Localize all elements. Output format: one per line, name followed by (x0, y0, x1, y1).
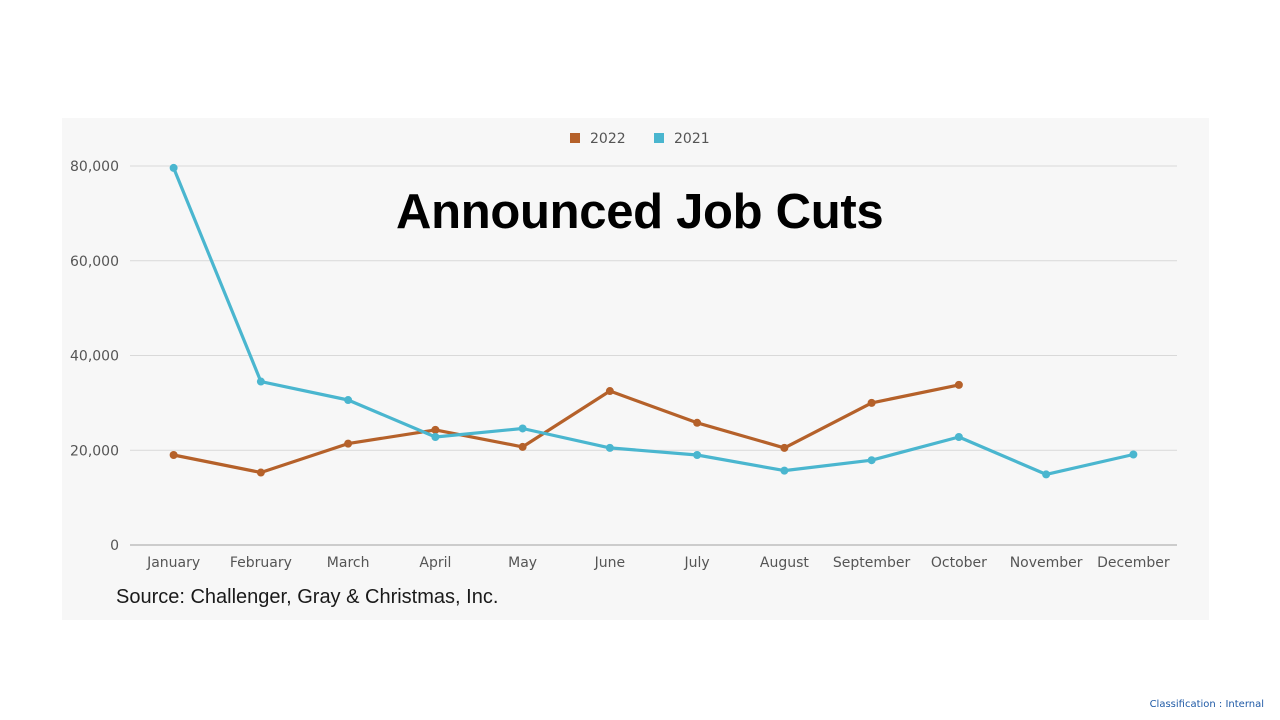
x-tick-label: March (327, 555, 370, 571)
x-tick-label: June (594, 555, 626, 571)
x-tick-label: December (1097, 555, 1170, 571)
x-tick-label: July (684, 555, 710, 571)
y-tick-label: 40,000 (70, 349, 119, 365)
x-tick-label: January (146, 555, 200, 571)
y-tick-label: 20,000 (70, 443, 119, 459)
x-tick-label: April (419, 555, 451, 571)
data-point-2022 (431, 425, 440, 434)
data-point-2021 (1042, 470, 1051, 479)
series-line-2022 (172, 383, 961, 475)
x-tick-label: October (931, 555, 987, 571)
legend-swatch (570, 133, 580, 143)
y-tick-label: 80,000 (70, 159, 119, 175)
data-point-2022 (344, 439, 353, 448)
chart-title: Announced Job Cuts (396, 185, 884, 239)
data-point-2021 (780, 466, 789, 475)
legend-label: 2022 (590, 131, 626, 147)
data-point-2022 (169, 450, 178, 459)
series-line-2021 (172, 166, 1136, 476)
data-point-2022 (780, 443, 789, 452)
data-point-2021 (518, 424, 527, 433)
y-tick-label: 0 (110, 538, 119, 554)
data-point-2021 (867, 456, 876, 465)
data-point-2022 (256, 468, 265, 477)
data-point-2022 (867, 398, 876, 407)
y-tick-label: 60,000 (70, 254, 119, 270)
data-point-2021 (344, 396, 353, 405)
data-point-2021 (954, 432, 963, 441)
chart-panel (62, 118, 1209, 620)
legend-label: 2021 (674, 131, 710, 147)
data-point-2022 (954, 380, 963, 389)
x-tick-label: May (508, 555, 537, 571)
x-tick-label: February (230, 555, 292, 571)
data-point-2022 (605, 387, 614, 396)
data-point-2022 (693, 418, 702, 427)
classification-label: Classification : Internal (1149, 699, 1264, 710)
legend-swatch (654, 133, 664, 143)
data-point-2022 (518, 442, 527, 451)
x-tick-label: November (1010, 555, 1083, 571)
data-point-2021 (605, 443, 614, 452)
data-point-2021 (169, 163, 178, 172)
x-tick-label: August (760, 555, 810, 571)
data-point-2021 (256, 377, 265, 386)
x-tick-label: September (833, 555, 911, 571)
data-point-2021 (693, 450, 702, 459)
chart-source: Source: Challenger, Gray & Christmas, In… (116, 586, 499, 608)
data-point-2021 (1129, 450, 1138, 459)
data-point-2021 (431, 432, 440, 441)
